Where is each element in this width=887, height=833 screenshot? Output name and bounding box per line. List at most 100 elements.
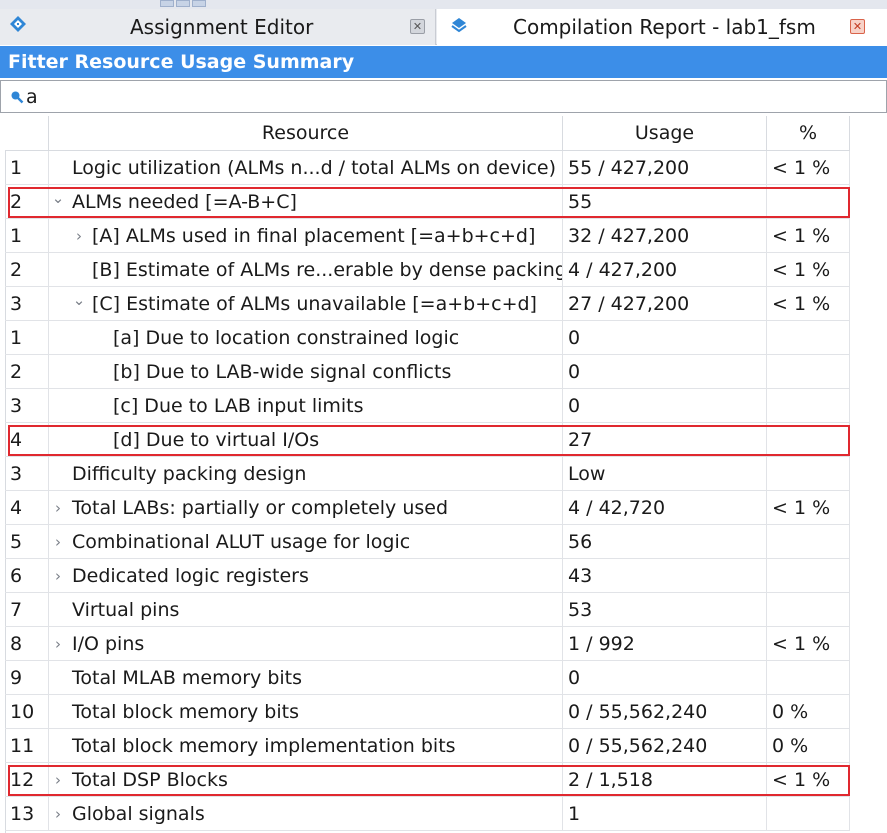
highlight-box [8,187,850,218]
percent-cell [767,661,850,695]
usage-cell: 43 [563,559,767,593]
table-row[interactable]: 2 ⌄ ALMs needed [=A-B+C] 55 [5,185,850,219]
percent-cell [767,321,850,355]
usage-cell: 0 [563,661,767,695]
search-input[interactable] [26,84,826,110]
toolbar-chip[interactable] [176,0,190,7]
table-row[interactable]: 3 Difficulty packing design Low [5,457,850,491]
resource-label: Total block memory bits [72,701,299,723]
resource-label: Total LABs: partially or completely used [72,497,449,519]
resource-cell: ⌄ [C] Estimate of ALMs unavailable [=a+b+… [49,287,563,321]
table-row[interactable]: 3 [c] Due to LAB input limits 0 [5,389,850,423]
usage-cell: 55 / 427,200 [563,151,767,185]
close-icon[interactable]: ✕ [410,19,425,34]
table-row[interactable]: 6 › Dedicated logic registers 43 [5,559,850,593]
resource-cell: Virtual pins [49,593,563,627]
resource-cell: ⌄ ALMs needed [=A-B+C] [49,185,563,219]
row-number: 7 [5,593,49,627]
resource-label: Difficulty packing design [72,463,307,485]
row-number: 8 [5,627,49,661]
table-row[interactable]: 8 › I/O pins 1 / 992 < 1 % [5,627,850,661]
usage-cell: 2 / 1,518 [563,763,767,797]
highlight-box [8,425,850,456]
row-number: 1 [5,321,49,355]
toolbar-chip[interactable] [160,0,174,7]
row-number: 3 [5,457,49,491]
row-number: 1 [5,219,49,253]
header-num[interactable] [5,116,49,151]
table-row[interactable]: 3 ⌄ [C] Estimate of ALMs unavailable [=a+b… [5,287,850,321]
row-number: 10 [5,695,49,729]
resource-label: Total DSP Blocks [72,769,228,791]
table-row[interactable]: 1 Logic utilization (ALMs n...d / total A… [5,151,850,185]
row-number: 6 [5,559,49,593]
row-number: 2 [5,355,49,389]
chevron-down-icon[interactable]: ⌄ [51,189,65,207]
table-header: Resource Usage % [5,116,850,151]
resource-label: [C] Estimate of ALMs unavailable [=a+b+c… [92,293,537,315]
resource-label: Dedicated logic registers [72,565,309,587]
chevron-right-icon[interactable]: › [55,805,61,823]
table-row[interactable]: 2 [B] Estimate of ALMs re...erable by den… [5,253,850,287]
usage-cell: 1 / 992 [563,627,767,661]
percent-cell [767,559,850,593]
header-usage[interactable]: Usage [563,116,767,151]
table-row[interactable]: 12 › Total DSP Blocks 2 / 1,518 < 1 % [5,763,850,797]
table-row[interactable]: 11 Total block memory implementation bits… [5,729,850,763]
row-number: 5 [5,525,49,559]
table-row[interactable]: 13 › Global signals 1 [5,797,850,831]
resource-cell: [d] Due to virtual I/Os [49,423,563,457]
panel-title: Fitter Resource Usage Summary [0,46,887,78]
chevron-right-icon[interactable]: › [55,567,61,585]
resource-cell: › I/O pins [49,627,563,661]
resource-cell: Total block memory bits [49,695,563,729]
header-percent[interactable]: % [767,116,850,151]
assignment-editor-icon [10,16,26,32]
table-row[interactable]: 1 [a] Due to location constrained logic 0 [5,321,850,355]
resource-label: [B] Estimate of ALMs re...erable by dens… [92,259,563,281]
resource-label: [d] Due to virtual I/Os [113,429,320,451]
usage-cell: 0 [563,321,767,355]
percent-cell: < 1 % [767,151,850,185]
percent-cell: < 1 % [767,219,850,253]
chevron-right-icon[interactable]: › [55,499,61,517]
chevron-right-icon[interactable]: › [55,635,61,653]
table-row[interactable]: 2 [b] Due to LAB-wide signal conflicts 0 [5,355,850,389]
resource-cell: Logic utilization (ALMs n...d / total AL… [49,151,563,185]
toolbar-chip[interactable] [192,0,206,7]
percent-cell [767,593,850,627]
percent-cell [767,389,850,423]
row-number: 2 [5,185,49,219]
resource-cell: › Combinational ALUT usage for logic [49,525,563,559]
close-icon[interactable]: ✕ [850,19,865,34]
resource-cell: Total MLAB memory bits [49,661,563,695]
percent-cell: < 1 % [767,491,850,525]
search-icon [11,91,24,104]
chevron-down-icon[interactable]: ⌄ [72,291,86,309]
percent-cell [767,355,850,389]
table-row[interactable]: 9 Total MLAB memory bits 0 [5,661,850,695]
table-row[interactable]: 5 › Combinational ALUT usage for logic 56 [5,525,850,559]
table-row[interactable]: 10 Total block memory bits 0 / 55,562,240 0… [5,695,850,729]
tab-assignment-editor[interactable]: Assignment Editor ✕ [0,9,436,45]
table-row[interactable]: 4 [d] Due to virtual I/Os 27 [5,423,850,457]
row-number: 4 [5,491,49,525]
resource-label: [c] Due to LAB input limits [113,395,364,417]
table-row[interactable]: 7 Virtual pins 53 [5,593,850,627]
chevron-right-icon[interactable]: › [76,227,82,245]
table-left-border [5,116,6,833]
percent-cell: 0 % [767,729,850,763]
usage-cell: 55 [563,185,767,219]
resource-cell: › [A] ALMs used in final placement [=a+b+… [49,219,563,253]
table-row[interactable]: 1 › [A] ALMs used in final placement [=a+b… [5,219,850,253]
header-resource[interactable]: Resource [49,116,563,151]
usage-cell: 4 / 427,200 [563,253,767,287]
resource-label: [a] Due to location constrained logic [113,327,460,349]
table-row[interactable]: 4 › Total LABs: partially or completely us… [5,491,850,525]
usage-cell: 4 / 42,720 [563,491,767,525]
resource-label: Global signals [72,803,205,825]
chevron-right-icon[interactable]: › [55,771,61,789]
tab-compilation-report[interactable]: Compilation Report - lab1_fsm ✕ [437,9,887,46]
search-bar [0,80,887,113]
chevron-right-icon[interactable]: › [55,533,61,551]
